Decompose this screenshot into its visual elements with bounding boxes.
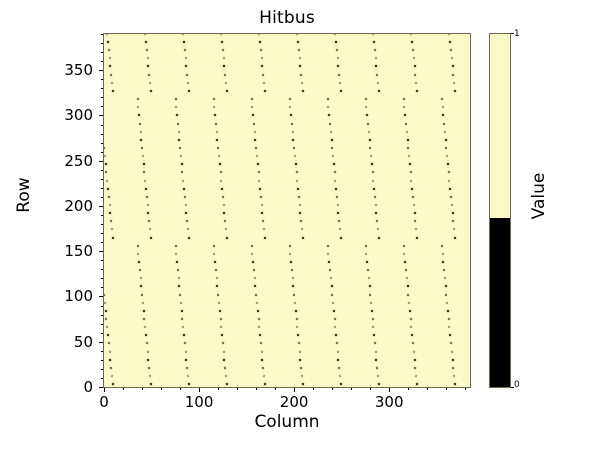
x-major-tick xyxy=(389,388,391,392)
y-major-tick xyxy=(99,296,103,298)
y-tick-label: 350 xyxy=(64,61,93,80)
y-minor-tick xyxy=(101,359,103,361)
y-tick-label: 200 xyxy=(64,196,93,215)
y-minor-tick xyxy=(101,278,103,280)
y-tick-label: 100 xyxy=(64,287,93,306)
y-minor-tick xyxy=(101,224,103,226)
y-tick-label: 150 xyxy=(64,242,93,261)
y-major-tick xyxy=(99,205,103,207)
x-axis-label: Column xyxy=(254,412,320,432)
x-minor-tick xyxy=(465,388,467,390)
y-major-tick xyxy=(99,341,103,343)
colorbar-low-segment xyxy=(490,217,510,387)
x-tick-label: 100 xyxy=(184,393,214,411)
chart-title: Hitbus xyxy=(259,8,315,28)
x-minor-tick xyxy=(256,388,258,390)
x-minor-tick xyxy=(142,388,144,390)
x-major-tick xyxy=(199,388,201,392)
y-minor-tick xyxy=(101,242,103,244)
x-minor-tick xyxy=(161,388,163,390)
y-minor-tick xyxy=(101,79,103,81)
x-minor-tick xyxy=(370,388,372,390)
y-minor-tick xyxy=(101,314,103,316)
y-minor-tick xyxy=(101,305,103,307)
y-minor-tick xyxy=(101,233,103,235)
y-minor-tick xyxy=(101,133,103,135)
y-minor-tick xyxy=(101,124,103,126)
x-tick-label: 200 xyxy=(279,393,309,411)
y-minor-tick xyxy=(101,43,103,45)
y-minor-tick xyxy=(101,88,103,90)
colorbar-label: Value xyxy=(529,172,549,220)
colorbar-tick-max xyxy=(511,33,514,34)
x-major-tick xyxy=(104,388,105,392)
y-tick-label: 250 xyxy=(64,151,93,170)
colorbar-tick-label-min: 0 xyxy=(514,380,520,390)
y-tick-label: 50 xyxy=(73,332,93,351)
y-minor-tick xyxy=(101,368,103,370)
y-minor-tick xyxy=(101,61,103,63)
y-minor-tick xyxy=(101,151,103,153)
x-minor-tick xyxy=(237,388,239,390)
y-axis-label: Row xyxy=(14,177,34,213)
y-major-tick xyxy=(99,70,103,72)
y-minor-tick xyxy=(101,260,103,262)
x-minor-tick xyxy=(180,388,182,390)
y-minor-tick xyxy=(101,106,103,108)
y-tick-label: 300 xyxy=(64,106,93,125)
x-major-tick xyxy=(294,388,296,392)
colorbar-tick-label-max: 1 xyxy=(514,29,520,39)
y-minor-tick xyxy=(101,215,103,217)
x-minor-tick xyxy=(332,388,334,390)
x-minor-tick xyxy=(446,388,448,390)
x-minor-tick xyxy=(351,388,353,390)
y-tick-label: 0 xyxy=(83,378,93,396)
y-minor-tick xyxy=(101,350,103,352)
colorbar[interactable] xyxy=(489,33,511,388)
colorbar-high-segment xyxy=(490,34,510,218)
y-minor-tick xyxy=(101,323,103,325)
y-minor-tick xyxy=(101,269,103,271)
y-minor-tick xyxy=(101,178,103,180)
y-minor-tick xyxy=(101,169,103,171)
heatmap-plot-area[interactable] xyxy=(103,33,471,388)
y-major-tick xyxy=(99,115,103,117)
y-minor-tick xyxy=(101,377,103,379)
y-minor-tick xyxy=(101,142,103,144)
x-minor-tick xyxy=(218,388,220,390)
x-minor-tick xyxy=(123,388,124,390)
y-minor-tick xyxy=(101,332,103,334)
x-minor-tick xyxy=(313,388,315,390)
y-major-tick xyxy=(99,251,103,253)
y-major-tick xyxy=(99,160,103,162)
x-minor-tick xyxy=(427,388,429,390)
y-major-tick xyxy=(99,387,103,388)
heatmap-image xyxy=(104,34,470,387)
x-minor-tick xyxy=(275,388,277,390)
y-minor-tick xyxy=(101,52,103,54)
y-minor-tick xyxy=(101,97,103,99)
x-tick-label: 0 xyxy=(99,393,109,411)
x-tick-label: 300 xyxy=(374,393,404,411)
colorbar-tick-min xyxy=(511,387,514,388)
y-minor-tick xyxy=(101,187,103,189)
y-minor-tick xyxy=(101,287,103,289)
y-minor-tick xyxy=(101,196,103,198)
y-minor-tick xyxy=(101,34,103,35)
x-minor-tick xyxy=(408,388,410,390)
